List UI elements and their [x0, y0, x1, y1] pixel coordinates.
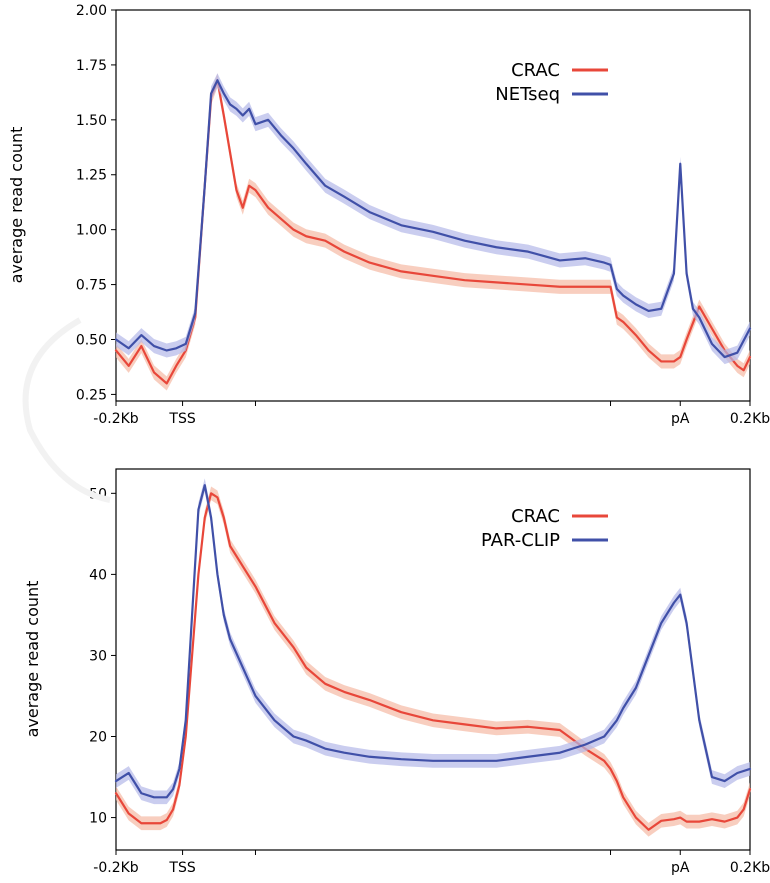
- y-tick-label: 1.25: [76, 168, 107, 184]
- x-tick-label: -0.2Kb: [93, 411, 138, 427]
- y-tick-label: 10: [89, 811, 107, 827]
- plot-frame: [115, 9, 751, 402]
- y-tick-label: 0.25: [76, 387, 107, 403]
- x-tick-label: pA: [671, 411, 690, 427]
- y-tick-label: 0.50: [76, 332, 107, 348]
- y-axis-title: average read count: [23, 581, 42, 738]
- legend-label: PAR-CLIP: [481, 530, 560, 551]
- y-tick-label: 1.00: [76, 223, 107, 239]
- chart-panel-netseq: 0.25 0.50 0.75 1.00 1.25 1.50 1.75 2.00 -0.2Kb TS…: [7, 3, 770, 427]
- y-axis-title: average read count: [7, 127, 26, 284]
- y-tick-label: 30: [89, 648, 107, 664]
- series-band-crac: [116, 486, 750, 837]
- y-tick-label: 20: [89, 730, 107, 746]
- x-tick-label: TSS: [168, 860, 195, 876]
- series-band-netseq: [116, 73, 750, 365]
- series-line-par-clip: [114, 484, 752, 799]
- y-tick-label: 1.75: [76, 58, 107, 74]
- x-tick-label: -0.2Kb: [93, 860, 138, 876]
- x-tick-label: pA: [671, 860, 690, 876]
- y-tick-label: 0.75: [76, 278, 107, 294]
- legend-label: CRAC: [511, 506, 560, 527]
- legend-label: CRAC: [511, 60, 560, 81]
- legend-label: NETseq: [495, 84, 560, 105]
- y-tick-label: 50: [89, 486, 107, 502]
- x-tick-label: 0.2Kb: [730, 860, 770, 876]
- x-tick-label: TSS: [168, 411, 195, 427]
- plot-frame: [115, 468, 751, 851]
- series-line-crac: [114, 492, 752, 831]
- series-line-netseq: [114, 79, 752, 359]
- series-band-par-clip: [116, 478, 750, 805]
- y-tick-label: 40: [89, 567, 107, 583]
- chart-panel-parclip: 10 20 30 40 50 -0.2Kb TSS pA 0.2Kb average read c…: [23, 468, 770, 876]
- x-tick-label: 0.2Kb: [730, 411, 770, 427]
- y-tick-label: 1.50: [76, 113, 107, 129]
- y-tick-label: 2.00: [76, 3, 107, 19]
